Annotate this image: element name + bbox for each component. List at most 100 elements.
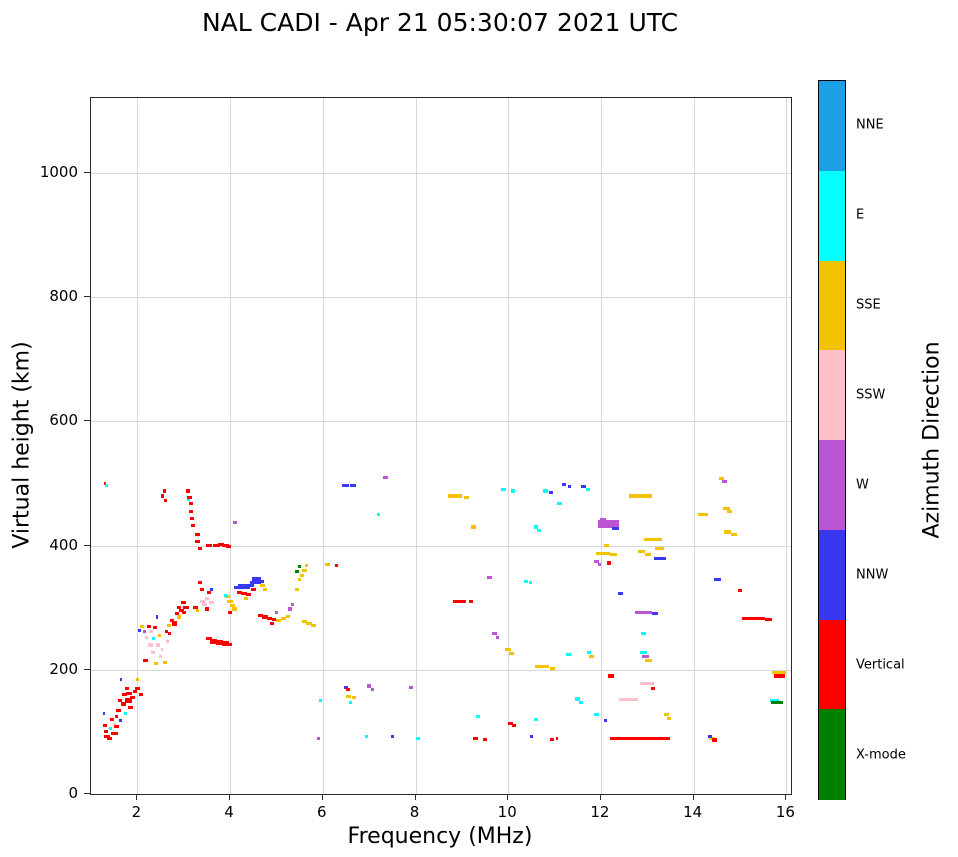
gridline-vertical (322, 98, 324, 794)
echo-point (598, 520, 620, 528)
echo-point (610, 552, 618, 556)
echo-point (206, 637, 212, 641)
echo-point (226, 642, 232, 646)
echo-point (285, 614, 291, 618)
echo-point (588, 654, 595, 658)
echo-point (306, 622, 312, 626)
gridline-horizontal (91, 669, 791, 671)
echo-point (468, 599, 474, 604)
echo-point (246, 592, 251, 596)
echo-point (654, 556, 666, 560)
colorbar-segment-x-mode (819, 709, 845, 800)
echo-point (266, 616, 273, 620)
echo-point (195, 532, 200, 537)
echo-point (600, 518, 607, 522)
x-tick-label: 10 (497, 803, 517, 821)
echo-point (708, 734, 712, 738)
x-tick-label: 14 (683, 803, 703, 821)
echo-point (335, 563, 339, 568)
echo-point (166, 623, 172, 627)
echo-point (269, 621, 274, 625)
echo-point (537, 528, 542, 532)
echo-point (567, 485, 572, 489)
echo-point (452, 599, 467, 604)
echo-point (190, 517, 194, 521)
echo-point (645, 552, 651, 556)
echo-point (212, 544, 220, 548)
x-tick-label: 2 (131, 803, 142, 821)
colorbar-segment-nnw (819, 529, 845, 620)
echo-point (586, 488, 590, 492)
echo-point (179, 609, 184, 613)
echo-point (712, 738, 717, 742)
echo-point (126, 691, 132, 695)
echo-point (297, 578, 302, 582)
echo-point (727, 509, 733, 514)
echo-point (210, 587, 213, 591)
echo-point (206, 544, 212, 548)
echo-point (186, 495, 192, 499)
echo-point (258, 580, 264, 584)
x-tick (507, 794, 509, 800)
echo-point (216, 640, 224, 645)
echo-point (608, 674, 614, 678)
y-tick-label: 400 (49, 535, 78, 554)
echo-point (218, 542, 224, 546)
echo-point (366, 684, 372, 688)
echo-point (275, 611, 278, 615)
echo-point (596, 551, 611, 555)
y-tick (84, 296, 90, 298)
echo-point (549, 667, 555, 671)
colorbar-segment-w (819, 440, 845, 531)
y-tick (84, 668, 90, 670)
echo-point (534, 665, 549, 669)
echo-point (771, 701, 783, 705)
chart-title: NAL CADI - Apr 21 05:30:07 2021 UTC (201, 8, 679, 37)
echo-point (709, 736, 715, 740)
colorbar-segment-nne (819, 81, 845, 172)
echo-point (523, 580, 529, 584)
echo-point (765, 617, 773, 622)
echo-point (304, 563, 309, 568)
x-tick-label: 12 (590, 803, 610, 821)
gridline-vertical (230, 98, 232, 794)
echo-point (244, 596, 249, 600)
echo-point (593, 712, 599, 717)
echo-point (187, 497, 190, 501)
y-tick-label: 200 (49, 659, 78, 678)
echo-point (731, 532, 737, 537)
echo-point (148, 643, 153, 647)
echo-point (510, 489, 516, 493)
echo-point (714, 578, 722, 582)
echo-point (698, 513, 708, 517)
echo-point (226, 545, 231, 549)
x-tick (321, 794, 323, 800)
echo-point (262, 587, 267, 591)
echo-point (209, 601, 214, 605)
echo-point (530, 735, 533, 739)
gridline-horizontal (91, 421, 791, 423)
echo-point (463, 495, 470, 499)
echo-point (262, 615, 268, 619)
y-tick (84, 793, 90, 794)
echo-point (542, 489, 548, 493)
echo-point (105, 483, 109, 487)
echo-point (770, 698, 780, 702)
echo-point (509, 652, 514, 656)
echo-point (295, 587, 300, 591)
echo-point (281, 616, 286, 620)
echo-point (162, 489, 166, 493)
echo-point (232, 521, 237, 525)
echo-point (149, 629, 154, 633)
echo-point (122, 693, 127, 697)
echo-point (200, 587, 205, 591)
colorbar-title: Azimuth Direction (919, 341, 945, 539)
echo-point (109, 727, 112, 731)
echo-point (204, 596, 210, 600)
colorbar-label-sse: SSE (856, 297, 881, 313)
gridline-vertical (137, 98, 139, 794)
echo-point (120, 702, 127, 706)
gridline-vertical (508, 98, 510, 794)
colorbar-segment-e (819, 170, 845, 261)
echo-point (342, 483, 350, 487)
